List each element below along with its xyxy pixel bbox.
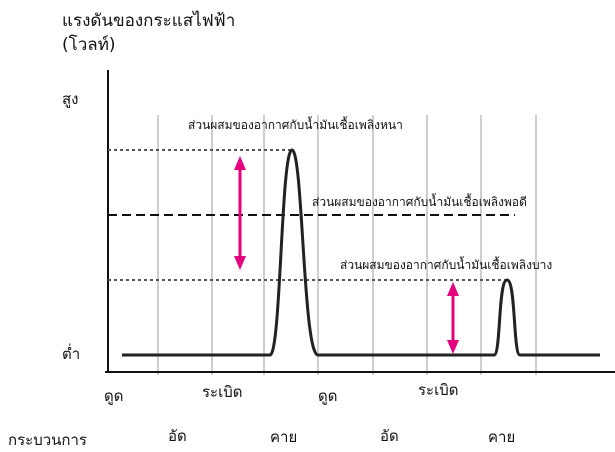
stroke-label-intake: ดูด: [318, 387, 338, 405]
y-high-label: สูง: [62, 90, 79, 108]
stroke-label-power: ระเบิด: [202, 383, 243, 401]
stroke-label-exhaust: คาย: [488, 428, 516, 446]
voltage-curve: [122, 148, 600, 357]
vertical-gridlines: [157, 115, 537, 375]
correct-mixture-label: ส่วนผสมของอากาศกับน้ำมันเชื้อเพลิงพอดี: [312, 195, 527, 209]
stroke-label-compression: อัด: [168, 427, 187, 445]
y-low-label: ต่ำ: [62, 345, 81, 363]
stroke-label-exhaust: คาย: [270, 428, 298, 446]
rich-difference-arrow: [234, 156, 246, 270]
stroke-label-compression: อัด: [380, 427, 399, 445]
diagram-title: แรงดันของกระแสไฟฟ้า: [62, 11, 236, 31]
stroke-label-power: ระเบิด: [418, 381, 459, 399]
stroke-label-intake: ดูด: [104, 387, 124, 405]
rich-mixture-label: ส่วนผสมของอากาศกับน้ำมันเชื้อเพลิงหนา: [188, 118, 403, 132]
lean-mixture-label: ส่วนผสมของอากาศกับน้ำมันเชื้อเพลิงบาง: [340, 258, 553, 272]
process-axis-label: กระบวนการ: [8, 431, 87, 449]
lean-difference-arrow: [447, 282, 459, 354]
diagram-title-unit: (โวลท์): [62, 35, 116, 55]
